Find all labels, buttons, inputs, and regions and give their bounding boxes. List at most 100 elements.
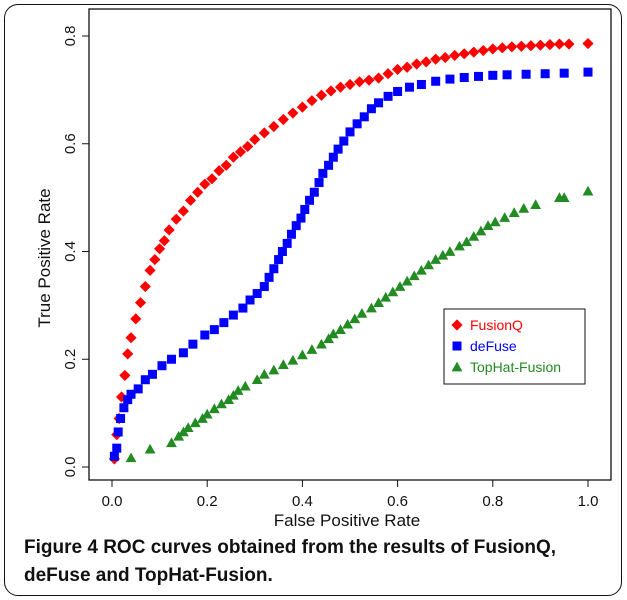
fusionq-point (439, 51, 451, 64)
x-tick-label: 1.0 (578, 493, 599, 510)
fusionq-point (149, 254, 161, 266)
tophat-fusion-point (232, 385, 244, 395)
fusionq-point (220, 159, 232, 171)
fusionq-point (382, 68, 394, 80)
fusionq-point (206, 173, 218, 185)
legend-box (443, 308, 586, 385)
tophat-fusion-point (182, 422, 194, 432)
defuse-point (269, 264, 279, 274)
tophat-fusion-point (430, 254, 442, 264)
fusionq-point (134, 297, 147, 309)
defuse-point (188, 339, 198, 349)
fusionq-point (334, 81, 347, 93)
tophat-fusion-point (401, 275, 413, 286)
series-tophat-fusion (125, 185, 594, 463)
defuse-point (219, 318, 229, 328)
x-tick-label: 0.4 (292, 493, 313, 510)
defuse-point (245, 295, 255, 305)
y-tick-label: 0.0 (62, 457, 79, 478)
y-tick-label: 0.8 (62, 26, 79, 47)
fusionq-point (563, 38, 575, 50)
fusionq-point (392, 63, 404, 75)
fusionq-point (553, 38, 566, 50)
tophat-fusion-point (356, 308, 368, 318)
fusionq-point (372, 72, 385, 84)
defuse-point (416, 79, 426, 89)
defuse-point (113, 427, 123, 437)
defuse-point (300, 204, 310, 214)
defuse-point (502, 70, 512, 80)
fusionq-point (315, 89, 328, 101)
series-layer (108, 37, 594, 465)
tophat-fusion-point (144, 443, 156, 454)
tophat-fusion-point (342, 318, 354, 329)
defuse-point (157, 361, 167, 371)
fusionq-point (515, 40, 527, 52)
caption-text: ROC curves obtained from the results of … (24, 537, 557, 586)
defuse-point (209, 325, 219, 335)
fusionq-point (496, 42, 508, 54)
caption-label: Figure 4 (24, 537, 98, 558)
tophat-fusion-point (251, 374, 263, 385)
fusionq-point (401, 61, 413, 73)
tophat-fusion-point (468, 231, 480, 241)
defuse-point (540, 69, 550, 79)
fusionq-point (296, 101, 308, 113)
tophat-fusion-point (380, 291, 392, 302)
defuse-point (259, 282, 269, 292)
roc-chart: 0.0 0.2 0.4 0.6 0.8 1.0 0.0 0.2 0.4 0.6 0.8 False… (35, 8, 612, 530)
x-axis: 0.0 0.2 0.4 0.6 0.8 1.0 (102, 479, 599, 510)
fusionq-point (534, 39, 546, 51)
tophat-fusion-point (349, 313, 361, 324)
defuse-point (238, 303, 248, 313)
defuse-point (393, 86, 403, 96)
legend-marker-fusionq (451, 319, 463, 331)
series-defuse (109, 67, 593, 461)
defuse-point (305, 195, 315, 205)
defuse-point (324, 160, 334, 170)
tophat-fusion-point (530, 199, 542, 209)
defuse-point (431, 76, 441, 86)
defuse-point (333, 144, 343, 154)
defuse-point (286, 229, 296, 239)
fusionq-point (287, 107, 299, 119)
defuse-point (178, 348, 188, 358)
fusionq-point (125, 332, 137, 344)
fusionq-point (487, 43, 499, 55)
defuse-point (109, 451, 119, 461)
defuse-point (200, 330, 210, 340)
defuse-point (116, 414, 126, 424)
defuse-point (352, 119, 362, 129)
tophat-fusion-point (461, 236, 473, 247)
fusionq-point (130, 313, 142, 325)
tophat-fusion-point (166, 437, 177, 448)
defuse-point (274, 255, 284, 265)
tophat-fusion-point (297, 349, 308, 360)
defuse-point (521, 69, 531, 79)
fusionq-point (184, 194, 197, 206)
legend-label-defuse: deFuse (470, 338, 517, 354)
y-axis: 0.0 0.2 0.4 0.6 0.8 (62, 26, 90, 478)
fusionq-point (411, 58, 423, 70)
defuse-point (119, 403, 129, 413)
defuse-point (559, 68, 569, 78)
fusionq-point (268, 120, 280, 133)
fusionq-point (227, 151, 239, 163)
fusionq-point (258, 127, 270, 139)
tophat-fusion-point (208, 403, 220, 414)
series-fusionq (108, 37, 594, 465)
tophat-fusion-point (201, 408, 213, 419)
tophat-fusion-point (408, 270, 420, 281)
defuse-point (359, 112, 369, 122)
fusionq-point (277, 113, 289, 126)
defuse-point (345, 127, 355, 137)
defuse-point (140, 375, 150, 385)
defuse-point (277, 247, 287, 256)
fusionq-point (213, 165, 225, 177)
fusionq-point (242, 140, 254, 153)
fusionq-point (420, 56, 432, 68)
tophat-fusion-point (239, 380, 251, 391)
tophat-fusion-point (475, 225, 487, 236)
legend-marker-defuse (452, 341, 462, 351)
tophat-fusion-point (373, 297, 384, 308)
